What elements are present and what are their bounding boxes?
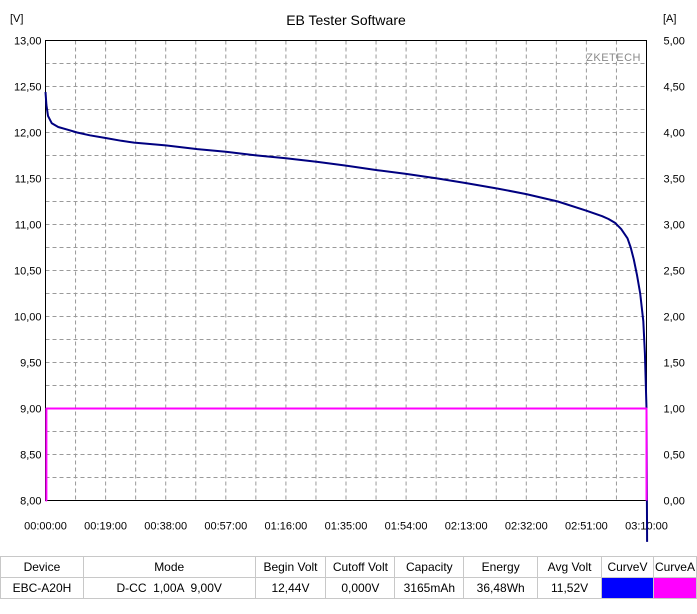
series [44,91,649,542]
info-header-row: Device Mode Begin Volt Cutoff Volt Capac… [0,556,697,578]
y-left-tick-label: 12,50 [14,82,42,94]
x-tick-label: 00:00:00 [24,521,67,533]
y-left-unit: [V] [10,13,23,25]
cell-curve-v-color[interactable] [601,577,654,599]
y-right-unit: [A] [663,13,676,25]
y-left-tick-label: 10,50 [14,266,42,278]
chart: EB Tester Software [V] [A] ZKETECH 13,00… [10,12,685,542]
x-tick-label: 01:35:00 [325,521,368,533]
cell-mode: D-CC 1,00A 9,00V [82,577,256,599]
header-device: Device [0,556,84,578]
header-curve-v: CurveV [601,556,654,578]
x-tick-label: 02:13:00 [445,521,488,533]
header-begin-volt: Begin Volt [254,556,327,578]
y-left-tick-label: 10,00 [14,312,42,324]
y-left-tick-label: 11,50 [15,174,42,186]
x-tick-label: 00:57:00 [204,521,247,533]
plot-frame [45,40,647,501]
header-mode: Mode [82,556,256,578]
x-tick-label: 01:54:00 [385,521,428,533]
y-right-tick-label: 2,00 [664,312,685,324]
y-left-tick-label: 9,50 [20,358,41,370]
cell-energy: 36,48Wh [463,577,539,599]
cell-avg-volt: 11,52V [537,577,603,599]
x-tick-label: 02:32:00 [505,521,548,533]
y-right-tick-label: 4,50 [664,82,685,94]
header-avg-volt: Avg Volt [537,556,603,578]
header-capacity: Capacity [394,556,465,578]
y-right-tick-label: 3,50 [664,174,685,186]
y-left-tick-label: 13,00 [14,36,42,48]
x-tick-label: 00:19:00 [84,521,127,533]
cell-begin-volt: 12,44V [254,577,327,599]
y-right-tick-label: 2,50 [664,266,685,278]
info-data-row[interactable]: EBC-A20H D-CC 1,00A 9,00V 12,44V 0,000V … [0,577,697,599]
watermark: ZKETECH [586,52,641,64]
y-left-tick-label: 8,50 [20,450,41,462]
y-right-tick-label: 0,50 [664,450,685,462]
x-tick-label: 02:51:00 [565,521,608,533]
cell-curve-a-color[interactable] [652,577,697,599]
header-cutoff-volt: Cutoff Volt [325,556,396,578]
x-tick-label: 00:38:00 [144,521,187,533]
x-tick-label: 01:16:00 [264,521,307,533]
y-right-tick-label: 4,00 [664,128,685,140]
series-line-curvea [45,407,648,502]
cell-device: EBC-A20H [0,577,84,599]
y-right-tick-label: 1,00 [664,404,685,416]
curve-a-swatch[interactable] [654,578,696,598]
y-left-tick-label: 8,00 [20,496,41,508]
info-table: Device Mode Begin Volt Cutoff Volt Capac… [0,556,697,599]
curve-v-swatch[interactable] [602,578,653,598]
series-line-curvev [44,91,649,542]
chart-title: EB Tester Software [286,12,406,28]
y-left-tick-label: 9,00 [20,404,41,416]
y-right-tick-label: 0,00 [664,496,685,508]
y-right-tick-label: 5,00 [664,36,685,48]
tick-labels: 13,00 12,50 12,00 11,50 11,00 10,50 10,00 9,50 9… [14,36,685,533]
header-curve-a: CurveA [652,556,697,578]
y-left-tick-label: 11,00 [15,220,42,232]
header-energy: Energy [463,556,539,578]
y-left-tick-label: 12,00 [14,128,42,140]
y-right-tick-label: 1,50 [664,358,685,370]
cell-capacity: 3165mAh [394,577,465,599]
grid [45,40,647,501]
cell-cutoff-volt: 0,000V [325,577,396,599]
y-right-tick-label: 3,00 [664,220,685,232]
